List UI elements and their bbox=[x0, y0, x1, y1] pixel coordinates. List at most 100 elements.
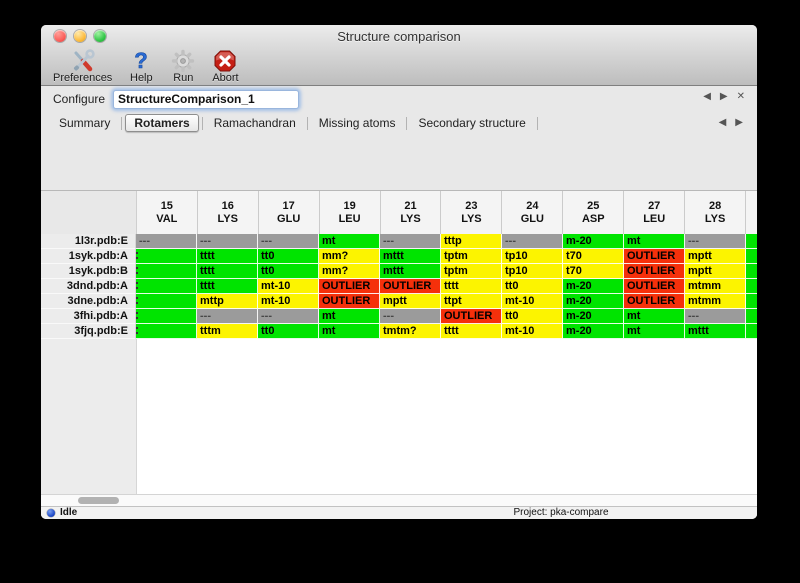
rotamer-cell[interactable]: tttt bbox=[441, 279, 502, 294]
pane-close-icon[interactable]: ✕ bbox=[736, 91, 745, 102]
rotamer-cell[interactable]: tt0 bbox=[258, 264, 319, 279]
rotamer-cell[interactable] bbox=[136, 324, 197, 339]
rotamer-cell[interactable]: tttt bbox=[197, 279, 258, 294]
column-header-25[interactable]: 25 ASP bbox=[563, 191, 625, 234]
rotamer-cell[interactable]: tt0 bbox=[502, 279, 563, 294]
rotamer-cell[interactable]: mt-10 bbox=[502, 324, 563, 339]
rotamer-cell[interactable]: ttpt bbox=[441, 294, 502, 309]
tab-ramachandran[interactable]: Ramachandran bbox=[213, 116, 296, 130]
rotamer-cell[interactable]: --- bbox=[197, 234, 258, 249]
column-header-21[interactable]: 21 LYS bbox=[380, 191, 442, 234]
rotamer-cell[interactable]: tp10 bbox=[502, 249, 563, 264]
column-header-27[interactable]: 27 LEU bbox=[624, 191, 686, 234]
rotamer-cell[interactable]: m-20 bbox=[563, 324, 624, 339]
rotamer-cell[interactable]: mptt bbox=[685, 264, 746, 279]
rotamer-cell[interactable]: mptt bbox=[685, 249, 746, 264]
rotamer-cell[interactable]: mm? bbox=[319, 264, 380, 279]
horizontal-scrollbar[interactable] bbox=[41, 494, 757, 507]
column-header-16[interactable]: 16 LYS bbox=[197, 191, 259, 234]
zoom-window-button[interactable] bbox=[94, 30, 106, 42]
rotamer-cell[interactable]: mtmm bbox=[685, 294, 746, 309]
rotamer-cell[interactable]: m-20 bbox=[563, 294, 624, 309]
rotamer-cell[interactable]: m-20 bbox=[563, 279, 624, 294]
column-header-23[interactable]: 23 LYS bbox=[441, 191, 503, 234]
rotamer-cell[interactable]: tmtm? bbox=[380, 324, 441, 339]
rotamer-cell[interactable]: --- bbox=[380, 309, 441, 324]
tab-secondary-structure[interactable]: Secondary structure bbox=[418, 116, 526, 130]
rotamer-cell[interactable]: tttt bbox=[197, 249, 258, 264]
rotamer-cell[interactable]: tptm bbox=[441, 249, 502, 264]
rotamer-cell[interactable]: --- bbox=[258, 234, 319, 249]
tab-missing-atoms[interactable]: Missing atoms bbox=[318, 116, 396, 130]
rotamer-cell[interactable]: OUTLIER bbox=[380, 279, 441, 294]
rotamer-cell[interactable]: tt0 bbox=[258, 324, 319, 339]
rotamer-cell[interactable]: --- bbox=[502, 234, 563, 249]
rotamer-cell[interactable] bbox=[136, 249, 197, 264]
rotamer-cell[interactable]: tttt bbox=[197, 264, 258, 279]
rotamer-cell[interactable]: mt bbox=[624, 309, 685, 324]
row-label[interactable]: 3dnd.pdb:A bbox=[41, 279, 136, 294]
column-header-24[interactable]: 24 GLU bbox=[502, 191, 564, 234]
minimize-window-button[interactable] bbox=[74, 30, 86, 42]
rotamer-cell[interactable]: --- bbox=[197, 309, 258, 324]
toolbar-button-preferences[interactable]: Preferences bbox=[53, 49, 112, 84]
rotamer-cell[interactable]: m-20 bbox=[563, 309, 624, 324]
rotamer-cell[interactable]: mttt bbox=[380, 264, 441, 279]
rotamer-cell[interactable]: mttp bbox=[197, 294, 258, 309]
rotamer-cell[interactable]: tttm bbox=[197, 324, 258, 339]
rotamer-cell[interactable]: mt-10 bbox=[502, 294, 563, 309]
horizontal-scrollbar-thumb[interactable] bbox=[78, 497, 119, 504]
rotamer-cell[interactable]: tt0 bbox=[258, 249, 319, 264]
row-label[interactable]: 3fhi.pdb:A bbox=[41, 309, 136, 324]
rotamer-cell[interactable]: mt-10 bbox=[258, 294, 319, 309]
pane-next-icon[interactable]: ▶ bbox=[719, 91, 728, 102]
toolbar-button-help[interactable]: ? Help bbox=[128, 49, 154, 84]
rotamer-cell[interactable]: --- bbox=[136, 234, 197, 249]
pane-prev-icon[interactable]: ◀ bbox=[703, 91, 711, 102]
rotamer-cell[interactable]: mttt bbox=[685, 324, 746, 339]
rotamer-cell[interactable] bbox=[136, 279, 197, 294]
tab-prev-icon[interactable]: ◀ bbox=[718, 117, 727, 128]
rotamer-cell[interactable]: mt bbox=[319, 309, 380, 324]
rotamer-cell-clipped[interactable] bbox=[746, 309, 757, 324]
rotamer-cell[interactable]: mm? bbox=[319, 249, 380, 264]
rotamer-cell[interactable]: tttp bbox=[441, 234, 502, 249]
column-header-28[interactable]: 28 LYS bbox=[685, 191, 747, 234]
row-label[interactable]: 1syk.pdb:B bbox=[41, 264, 136, 279]
rotamer-cell[interactable]: tt0 bbox=[502, 309, 563, 324]
rotamer-cell-clipped[interactable] bbox=[746, 324, 757, 339]
rotamer-cell[interactable]: mt bbox=[319, 324, 380, 339]
column-header-19[interactable]: 19 LEU bbox=[319, 191, 381, 234]
column-header-17[interactable]: 17 GLU bbox=[258, 191, 320, 234]
rotamer-cell-clipped[interactable] bbox=[746, 234, 757, 249]
rotamer-cell-clipped[interactable] bbox=[746, 249, 757, 264]
close-window-button[interactable] bbox=[54, 30, 66, 42]
rotamer-cell-clipped[interactable] bbox=[746, 294, 757, 309]
rotamer-cell[interactable] bbox=[136, 264, 197, 279]
rotamer-cell[interactable]: t70 bbox=[563, 264, 624, 279]
rotamer-cell[interactable]: OUTLIER bbox=[624, 264, 685, 279]
rotamer-cell[interactable]: mt bbox=[624, 324, 685, 339]
rotamer-cell[interactable]: --- bbox=[685, 309, 746, 324]
rotamer-cell[interactable]: tptm bbox=[441, 264, 502, 279]
rotamer-cell[interactable]: --- bbox=[258, 309, 319, 324]
rotamer-cell[interactable]: OUTLIER bbox=[441, 309, 502, 324]
rotamer-cell[interactable]: --- bbox=[380, 234, 441, 249]
rotamer-cell-clipped[interactable] bbox=[746, 264, 757, 279]
column-header-15[interactable]: 15 VAL bbox=[136, 191, 198, 234]
rotamer-cell[interactable]: OUTLIER bbox=[624, 294, 685, 309]
rotamer-cell[interactable] bbox=[136, 294, 197, 309]
rotamer-cell[interactable]: OUTLIER bbox=[319, 294, 380, 309]
rotamer-cell[interactable]: mt-10 bbox=[258, 279, 319, 294]
rotamer-cell-clipped[interactable] bbox=[746, 279, 757, 294]
toolbar-button-run[interactable]: Run bbox=[170, 49, 196, 84]
rotamer-cell[interactable] bbox=[136, 309, 197, 324]
tab-summary[interactable]: Summary bbox=[59, 116, 111, 130]
row-label[interactable]: 3fjq.pdb:E bbox=[41, 324, 136, 339]
rotamer-cell[interactable]: mptt bbox=[380, 294, 441, 309]
rotamer-cell[interactable]: --- bbox=[685, 234, 746, 249]
rotamer-cell[interactable]: t70 bbox=[563, 249, 624, 264]
rotamer-cell[interactable]: OUTLIER bbox=[319, 279, 380, 294]
rotamer-cell[interactable]: mt bbox=[319, 234, 380, 249]
row-label[interactable]: 1syk.pdb:A bbox=[41, 249, 136, 264]
